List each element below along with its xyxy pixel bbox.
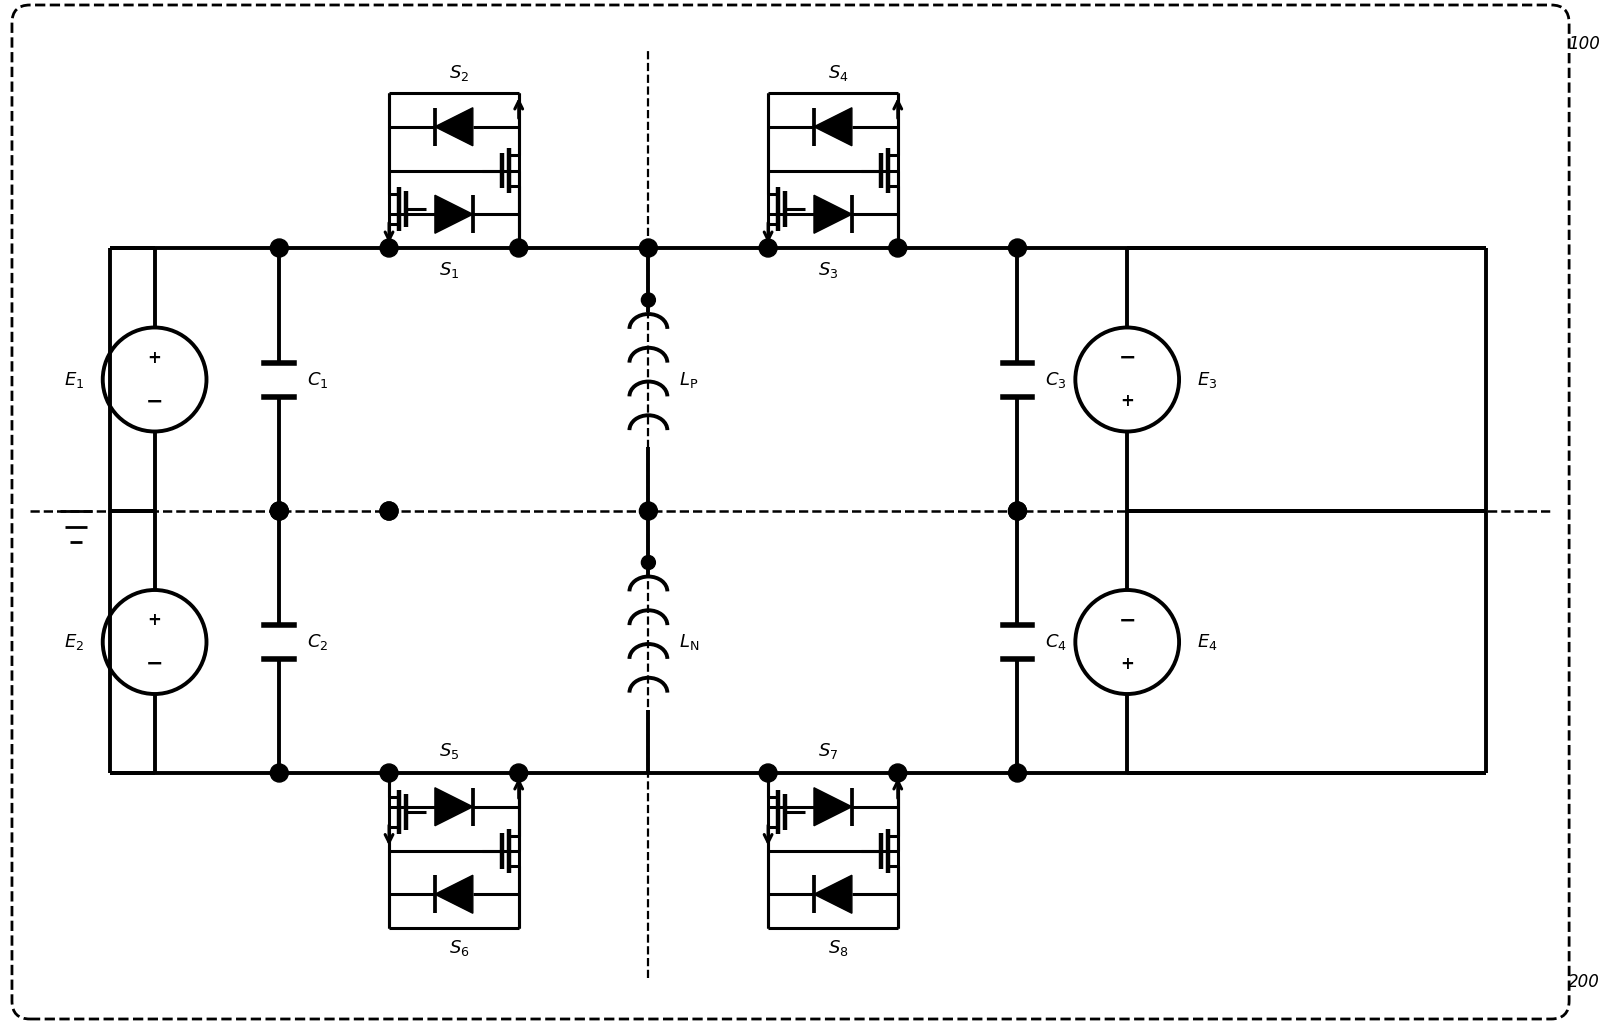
- Circle shape: [641, 555, 656, 570]
- Circle shape: [270, 502, 288, 520]
- Text: $S_7$: $S_7$: [818, 741, 837, 761]
- Text: $S_1$: $S_1$: [439, 260, 458, 280]
- Polygon shape: [813, 107, 852, 145]
- Text: $S_4$: $S_4$: [828, 63, 848, 83]
- Text: $E_2$: $E_2$: [64, 632, 84, 652]
- Circle shape: [379, 239, 399, 257]
- Circle shape: [1008, 239, 1025, 257]
- Text: $L_\mathrm{P}$: $L_\mathrm{P}$: [678, 369, 697, 390]
- Text: +: +: [148, 611, 161, 629]
- Polygon shape: [434, 876, 472, 914]
- Text: $S_5$: $S_5$: [439, 741, 458, 761]
- Text: $E_4$: $E_4$: [1197, 632, 1216, 652]
- Text: −: −: [1118, 348, 1135, 367]
- Text: $C_1$: $C_1$: [307, 369, 328, 390]
- Circle shape: [379, 502, 399, 520]
- Text: $C_4$: $C_4$: [1045, 632, 1067, 652]
- Circle shape: [640, 239, 657, 257]
- Text: −: −: [146, 654, 164, 674]
- Circle shape: [759, 764, 776, 782]
- Text: $S_3$: $S_3$: [818, 260, 837, 280]
- Text: +: +: [1120, 655, 1133, 673]
- Circle shape: [759, 239, 776, 257]
- Circle shape: [270, 764, 288, 782]
- Text: $C_2$: $C_2$: [307, 632, 328, 652]
- Text: $E_3$: $E_3$: [1197, 369, 1216, 390]
- Circle shape: [1008, 764, 1025, 782]
- Circle shape: [889, 764, 906, 782]
- Circle shape: [889, 239, 906, 257]
- Circle shape: [640, 502, 657, 520]
- Circle shape: [1008, 502, 1025, 520]
- Text: +: +: [148, 349, 161, 366]
- Polygon shape: [434, 788, 472, 826]
- Circle shape: [641, 293, 656, 307]
- Text: +: +: [1120, 393, 1133, 410]
- Text: $S_2$: $S_2$: [448, 63, 469, 83]
- Polygon shape: [813, 788, 852, 826]
- Text: −: −: [146, 392, 164, 411]
- Circle shape: [270, 239, 288, 257]
- Circle shape: [379, 764, 399, 782]
- Polygon shape: [813, 195, 852, 233]
- Circle shape: [379, 502, 399, 520]
- Text: 100: 100: [1567, 35, 1599, 53]
- Circle shape: [509, 239, 527, 257]
- Text: $S_8$: $S_8$: [828, 938, 848, 958]
- Text: 200: 200: [1567, 973, 1599, 991]
- Polygon shape: [434, 195, 472, 233]
- Text: $L_\mathrm{N}$: $L_\mathrm{N}$: [678, 632, 699, 652]
- Text: −: −: [1118, 610, 1135, 630]
- Text: $C_3$: $C_3$: [1045, 369, 1067, 390]
- Circle shape: [270, 502, 288, 520]
- Polygon shape: [813, 876, 852, 914]
- Circle shape: [1008, 502, 1025, 520]
- Text: $E_1$: $E_1$: [64, 369, 84, 390]
- Circle shape: [509, 764, 527, 782]
- Text: $S_6$: $S_6$: [448, 938, 469, 958]
- Polygon shape: [434, 107, 472, 145]
